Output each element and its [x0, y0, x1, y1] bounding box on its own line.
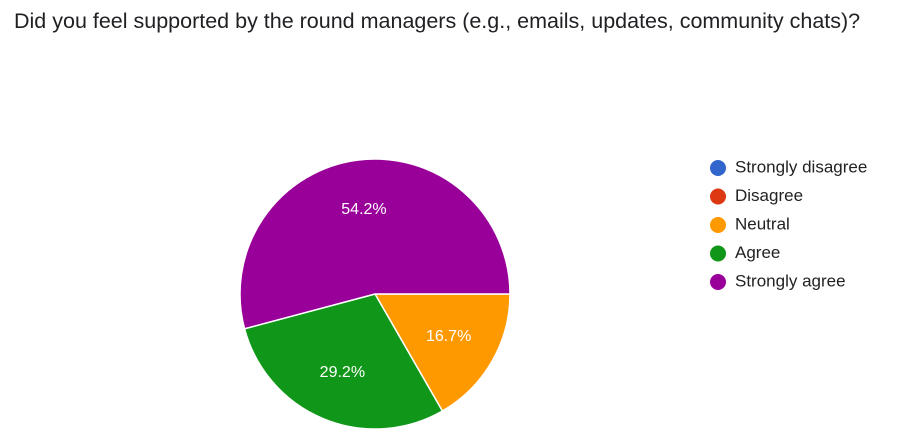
- legend-label: Strongly agree: [735, 271, 846, 290]
- legend-label: Disagree: [735, 186, 803, 205]
- data-label: 16.7%: [426, 328, 471, 345]
- data-label: 29.2%: [320, 364, 365, 381]
- pie-slice: [239, 158, 511, 330]
- legend-label: Agree: [735, 243, 780, 262]
- legend-label: Strongly disagree: [735, 157, 867, 176]
- legend-label: Neutral: [735, 214, 790, 233]
- legend-swatch: [710, 188, 726, 205]
- legend-swatch: [710, 245, 726, 262]
- pie-slice: [243, 293, 444, 430]
- legend-swatch: [710, 217, 726, 233]
- legend-swatch: [710, 274, 726, 290]
- chart-title: Did you feel supported by the round mana…: [14, 9, 861, 33]
- pie-slice: [373, 293, 511, 413]
- data-label: 54.2%: [341, 201, 386, 218]
- legend-swatch: [710, 160, 726, 176]
